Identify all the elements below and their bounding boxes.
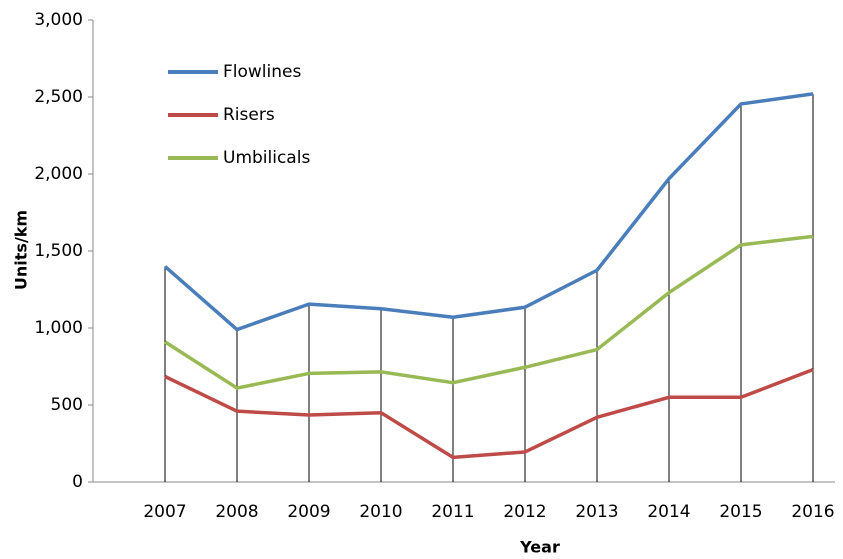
legend-label: Risers bbox=[223, 105, 275, 125]
x-tick-label: 2015 bbox=[719, 502, 762, 522]
y-tick-label: 1,000 bbox=[34, 318, 83, 338]
x-tick-label: 2012 bbox=[503, 502, 546, 522]
y-tick-label: 1,500 bbox=[34, 241, 83, 261]
x-tick-label: 2007 bbox=[143, 502, 186, 522]
y-tick-label: 0 bbox=[72, 472, 83, 492]
x-tick-label: 2011 bbox=[431, 502, 474, 522]
x-axis-label: Year bbox=[519, 538, 560, 557]
x-tick-label: 2010 bbox=[359, 502, 402, 522]
y-tick-label: 500 bbox=[51, 395, 83, 415]
series-line bbox=[164, 367, 814, 460]
x-tick-label: 2013 bbox=[575, 502, 618, 522]
x-tick-label: 2008 bbox=[215, 502, 258, 522]
y-tick-label: 2,500 bbox=[34, 87, 83, 107]
x-tick-label: 2009 bbox=[287, 502, 330, 522]
legend-label: Flowlines bbox=[223, 62, 301, 82]
series-line bbox=[163, 92, 814, 332]
series-line bbox=[164, 234, 814, 390]
legend-label: Umbilicals bbox=[223, 148, 310, 168]
y-axis-label: Units/km bbox=[12, 210, 31, 290]
x-tick-label: 2016 bbox=[791, 502, 834, 522]
x-tick-label: 2014 bbox=[647, 502, 690, 522]
y-tick-label: 3,000 bbox=[34, 10, 83, 30]
y-tick-label: 2,000 bbox=[34, 164, 83, 184]
